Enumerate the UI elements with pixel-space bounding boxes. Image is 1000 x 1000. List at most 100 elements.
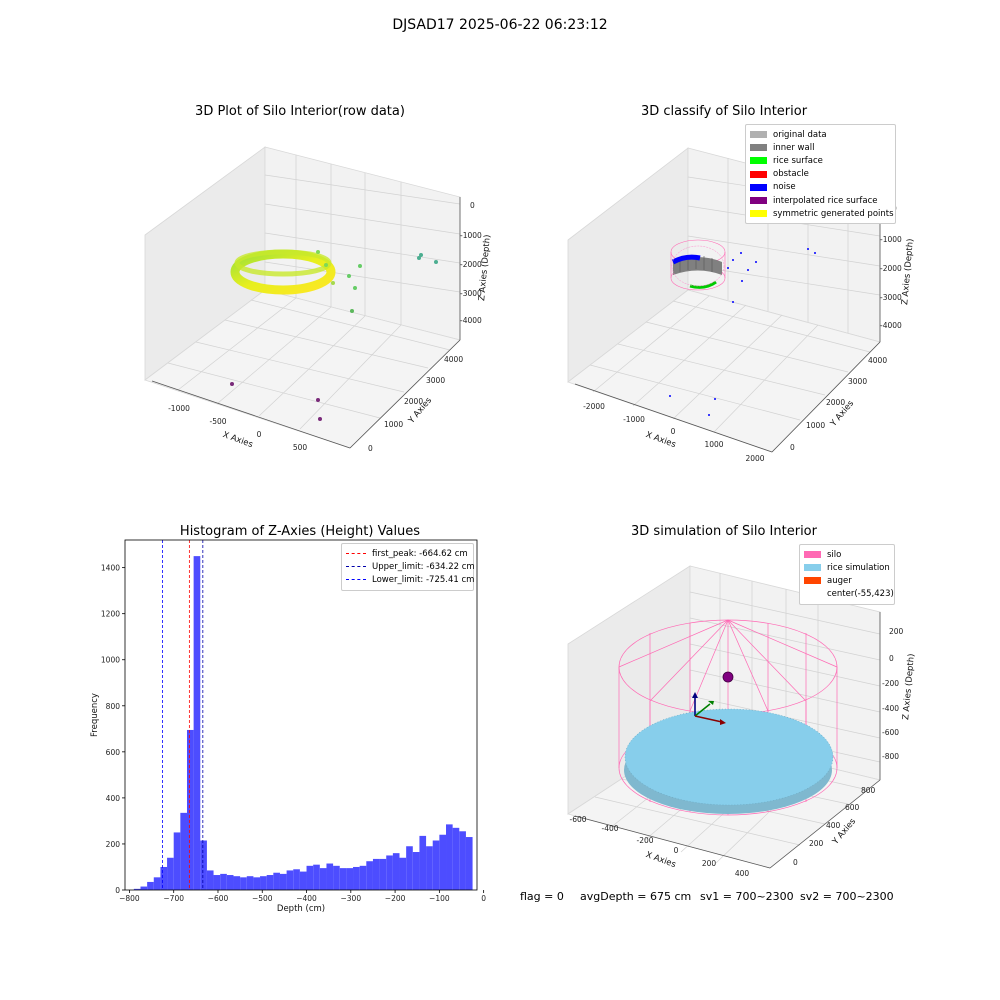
- legend-swatch: [750, 144, 767, 152]
- legend-swatch: [750, 157, 767, 165]
- histogram-title: Histogram of Z-Axies (Height) Values: [179, 524, 421, 539]
- plot2-ytick: 4000: [868, 356, 887, 365]
- histogram-axes: −800 −700 −600 −500 −400 −300 −200 −100 0 0 200 40…: [90, 539, 486, 914]
- plot1-ytick: 2000: [404, 397, 423, 406]
- histogram-bar: [260, 876, 267, 890]
- plot4-ytick: 800: [861, 786, 876, 795]
- histogram-bar: [173, 832, 181, 890]
- plot1-ytick: 3000: [426, 376, 445, 385]
- histogram-bar: [465, 837, 473, 890]
- histogram-bar: [160, 866, 168, 890]
- legend-swatch: [804, 577, 821, 585]
- legend-item: auger: [804, 574, 890, 587]
- histogram-bar: [206, 870, 214, 890]
- plot4-ztick: 0: [889, 654, 894, 663]
- histogram-bar: [220, 873, 227, 890]
- plot2-noise-points: [669, 248, 816, 416]
- figure-title: DJSAD17 2025-06-22 06:23:12: [392, 17, 608, 33]
- histogram-bar: [286, 870, 294, 890]
- histogram-bar: [279, 873, 287, 890]
- histogram-bar: [273, 872, 280, 890]
- histogram-bar: [293, 869, 300, 890]
- legend-item: symmetric generated points: [750, 207, 894, 220]
- plot2-legend: original data inner wall rice surface ob…: [745, 124, 896, 225]
- plot1-xtick: 500: [293, 443, 308, 452]
- histogram-ytick-label: 800: [106, 702, 121, 711]
- plot2-xtick: -2000: [583, 402, 605, 411]
- histogram-bar: [266, 875, 274, 890]
- histogram-bar: [333, 865, 340, 890]
- histogram-bar: [240, 877, 247, 890]
- histogram-bar: [339, 868, 347, 890]
- histogram-ytick-label: 600: [106, 748, 121, 757]
- legend-item: inner wall: [750, 141, 891, 154]
- plot2-ztick: -2000: [880, 264, 902, 273]
- status-avg-depth: avgDepth = 675 cm: [580, 890, 692, 903]
- histogram-bar: [213, 875, 221, 890]
- legend-item: Upper_limit: -634.22 cm: [346, 560, 475, 573]
- legend-swatch: [750, 183, 767, 191]
- histogram-bar: [439, 834, 447, 890]
- plot4-xtick: -600: [569, 815, 586, 824]
- histogram-bar: [353, 866, 360, 890]
- histogram-bar: [133, 888, 141, 890]
- plot1-xlabel: X Axies: [221, 430, 254, 450]
- histogram-xtick-label: −200: [385, 894, 406, 903]
- legend-item: rice surface: [750, 154, 891, 167]
- plot4-auger-marker: [722, 671, 734, 683]
- legend-swatch: [804, 551, 821, 559]
- plot1-title: 3D Plot of Silo Interior(row data): [195, 104, 405, 119]
- histogram-bar: [419, 835, 427, 890]
- histogram-xtick-label: −400: [296, 894, 317, 903]
- plot4-legend: silo rice simulation auger center(-55,42…: [799, 544, 895, 605]
- legend-item: Lower_limit: -725.41 cm: [346, 573, 474, 586]
- plot4-ztick: -400: [882, 704, 899, 713]
- histogram-bars: [133, 556, 473, 890]
- histogram-bar: [412, 852, 420, 890]
- histogram-bar: [180, 812, 187, 890]
- histogram-bar: [452, 827, 460, 890]
- histogram-yticks: 0 200 400 600 800 1000 1200 1400: [101, 564, 125, 895]
- plot2-xtick: 2000: [745, 454, 764, 463]
- plot2-silo-cluster: [670, 239, 726, 291]
- histogram-ytick-label: 0: [115, 886, 120, 895]
- histogram-ylabel: Frequency: [90, 693, 100, 737]
- legend-swatch: [804, 564, 821, 572]
- histogram-bar: [246, 876, 254, 890]
- histogram-bar: [366, 861, 373, 890]
- histogram-ytick-label: 1200: [101, 610, 120, 619]
- legend-item: noise: [750, 181, 891, 194]
- plot4-ztick: 200: [889, 627, 904, 636]
- histogram-bar: [359, 865, 367, 890]
- plot2-ytick: 2000: [826, 398, 845, 407]
- plot1-zlabel: Z Axies (Depth): [477, 234, 493, 301]
- legend-item: rice simulation: [804, 561, 890, 574]
- histogram-bar: [186, 729, 194, 890]
- histogram-bar: [426, 846, 433, 890]
- histogram-xticks: −800 −700 −600 −500 −400 −300 −200 −100 0: [119, 890, 486, 903]
- histogram-bar: [153, 877, 161, 890]
- histogram-bar: [193, 556, 201, 890]
- plot4-xtick: -400: [601, 824, 618, 833]
- plot4-ytick: 600: [845, 803, 860, 812]
- plot1-ytick: 0: [368, 444, 373, 453]
- plot1-xtick: 0: [257, 430, 262, 439]
- status-sv1: sv1 = 700~2300: [700, 890, 794, 903]
- status-flag: flag = 0: [520, 890, 564, 903]
- histogram-bar: [313, 864, 320, 890]
- plot4-xtick: 400: [735, 869, 750, 878]
- plot4-ytick: 400: [826, 821, 841, 830]
- legend-swatch: [750, 170, 767, 178]
- plot1-ytick: 4000: [444, 355, 463, 364]
- plot1-scatter-outliers: [230, 250, 438, 421]
- legend-swatch: [804, 591, 821, 598]
- legend-item: center(-55,423): [804, 588, 894, 601]
- histogram-bar: [346, 868, 354, 890]
- plot4-xtick: 0: [674, 846, 679, 855]
- legend-item: interpolated rice surface: [750, 194, 891, 207]
- plot4-xtick: -200: [636, 836, 653, 845]
- histogram-ytick-label: 1000: [101, 656, 120, 665]
- plot4-ztick: -600: [882, 728, 899, 737]
- legend-line: [346, 579, 366, 581]
- histogram-legend: first_peak: -664.62 cm Upper_limit: -634…: [341, 543, 475, 591]
